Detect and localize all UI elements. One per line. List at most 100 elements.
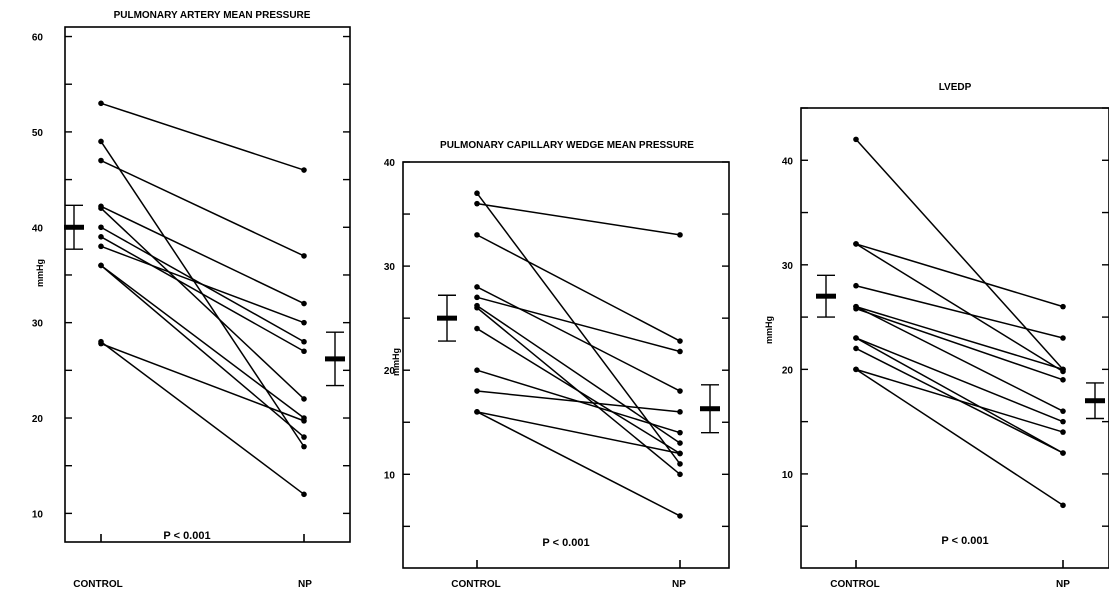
np-point-2 (301, 443, 307, 450)
paired-line-5 (100, 207, 305, 400)
np-point-6 (677, 440, 683, 446)
y-axis-label: mmHg (764, 316, 774, 344)
np-point-2 (1060, 303, 1066, 310)
control-point-12 (853, 366, 859, 373)
np-point-12 (301, 418, 307, 424)
paired-line-12 (855, 368, 1064, 506)
x-category-np: NP (672, 579, 686, 590)
plot-frame (64, 26, 351, 543)
plot-frame (800, 107, 1109, 569)
x-category-control: CONTROL (73, 579, 122, 590)
p-value-annotation: P < 0.001 (163, 530, 210, 542)
np-point-10 (301, 434, 307, 440)
plot-frame (402, 161, 730, 569)
control-point-4 (853, 282, 859, 289)
paired-line-5 (855, 305, 1064, 371)
y-tick-label: 30 (782, 261, 794, 272)
y-tick-label: 20 (384, 366, 396, 377)
paired-line-12 (476, 411, 681, 517)
np-mean-mean-marker (325, 356, 345, 362)
np-point-5 (677, 348, 683, 355)
chart-title: PULMONARY ARTERY MEAN PRESSURE (114, 10, 311, 21)
y-tick-label: 50 (32, 128, 44, 139)
paired-line-4 (476, 286, 681, 392)
np-point-9 (1060, 418, 1066, 425)
np-point-1 (301, 167, 307, 173)
y-tick-label: 10 (32, 509, 44, 520)
panel-1: PULMONARY ARTERY MEAN PRESSURE mmHg 10 20 30… (32, 10, 351, 590)
paired-line-8 (100, 245, 305, 324)
paired-line-3 (476, 234, 681, 342)
paired-line-4 (855, 285, 1064, 339)
np-point-5 (1060, 366, 1066, 373)
np-point-12 (677, 513, 683, 519)
control-point-6 (98, 224, 104, 231)
control-point-2 (474, 200, 480, 207)
control-mean-mean-marker (816, 293, 836, 299)
panel-3: LVEDP mmHg 10 20 30 40 CONTROL NP P < 0.001 (764, 82, 1109, 590)
p-value-annotation: P < 0.001 (542, 537, 589, 549)
np-point-6 (1060, 408, 1066, 414)
x-category-control: CONTROL (451, 579, 500, 590)
np-point-10 (1060, 450, 1066, 456)
np-point-8 (301, 319, 307, 326)
paired-line-7 (100, 236, 305, 352)
control-point-7 (474, 304, 480, 311)
np-point-2 (677, 232, 683, 238)
np-point-11 (301, 491, 307, 498)
paired-line-2 (855, 243, 1064, 308)
control-point-5 (98, 205, 104, 212)
control-point-12 (474, 409, 480, 415)
control-point-10 (98, 262, 104, 269)
chart-title: PULMONARY CAPILLARY WEDGE MEAN PRESSURE (440, 140, 694, 151)
paired-line-1 (855, 138, 1064, 370)
x-category-control: CONTROL (830, 579, 879, 590)
control-point-4 (474, 284, 480, 290)
paired-line-11 (476, 411, 681, 455)
y-tick-label: 10 (782, 470, 794, 481)
y-tick-label: 40 (384, 158, 396, 169)
np-point-3 (301, 253, 307, 259)
y-tick-label: 10 (384, 470, 396, 481)
np-point-3 (677, 338, 683, 344)
np-point-9 (677, 429, 683, 436)
y-tick-label: 40 (782, 156, 794, 167)
paired-line-11 (100, 341, 305, 495)
np-point-11 (1060, 429, 1066, 435)
y-axis-label: mmHg (391, 348, 401, 376)
paired-line-6 (855, 305, 1064, 412)
paired-line-7 (855, 308, 1064, 381)
np-point-7 (1060, 377, 1066, 383)
chart-title: LVEDP (939, 82, 972, 93)
paired-line-4 (100, 205, 305, 305)
paired-line-3 (855, 243, 1064, 373)
x-category-np: NP (1056, 579, 1070, 590)
x-category-np: NP (298, 579, 312, 590)
np-mean-mean-marker (700, 406, 720, 412)
paired-line-10 (476, 390, 681, 413)
y-axis-label: mmHg (35, 259, 45, 287)
np-point-4 (677, 388, 683, 394)
control-point-7 (853, 305, 859, 312)
control-point-3 (474, 232, 480, 238)
control-point-2 (98, 138, 104, 145)
np-point-7 (677, 471, 683, 478)
control-point-7 (98, 234, 104, 240)
control-point-3 (853, 241, 859, 247)
paired-line-3 (100, 159, 305, 257)
y-tick-label: 20 (32, 414, 44, 425)
control-point-8 (98, 243, 104, 250)
y-tick-label: 30 (384, 262, 396, 273)
control-point-1 (98, 100, 104, 107)
np-point-6 (301, 338, 307, 345)
paired-line-9 (100, 264, 305, 419)
paired-line-1 (476, 192, 681, 465)
control-point-1 (853, 136, 859, 143)
y-tick-label: 40 (32, 223, 44, 234)
paired-line-9 (855, 337, 1064, 423)
panel-2: PULMONARY CAPILLARY WEDGE MEAN PRESSURE m… (384, 140, 730, 590)
paired-line-8 (855, 337, 1064, 454)
paired-line-2 (476, 202, 681, 236)
paired-line-1 (100, 102, 305, 171)
control-mean-mean-marker (64, 224, 84, 230)
